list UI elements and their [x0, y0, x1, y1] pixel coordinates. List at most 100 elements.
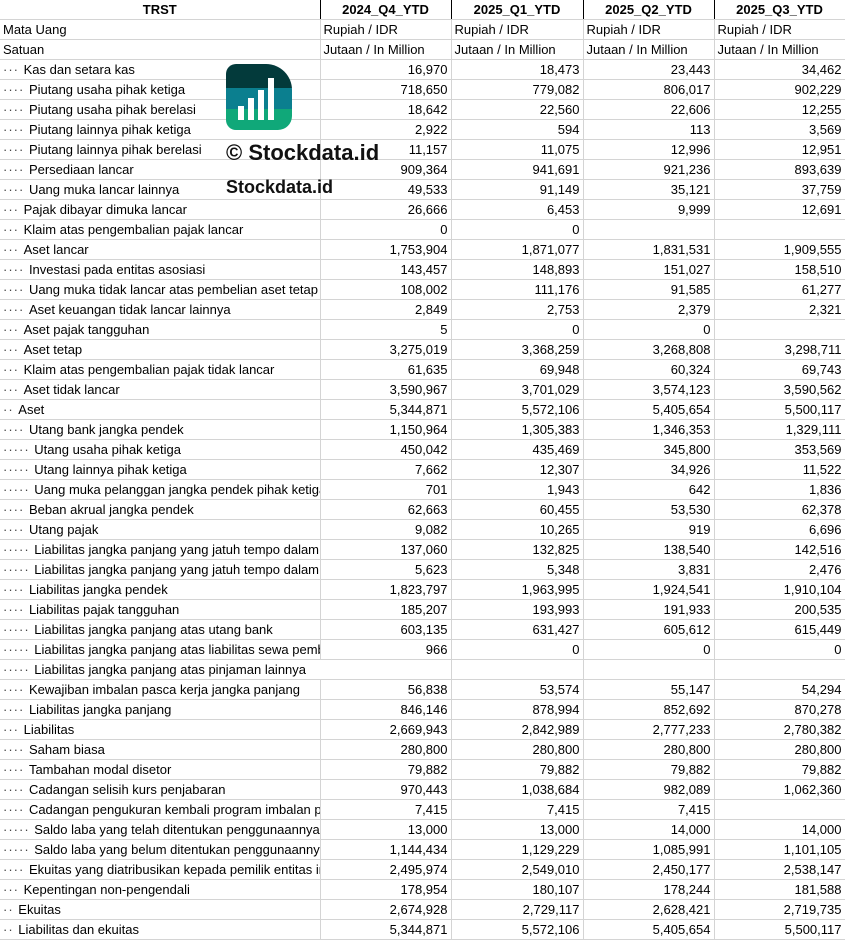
value-cell[interactable]: 1,038,684	[451, 779, 584, 800]
value-cell[interactable]: 12,996	[583, 139, 715, 160]
row-label-cell[interactable]: ····· Saldo laba yang telah ditentukan p…	[0, 819, 321, 840]
value-cell[interactable]: 61,635	[320, 359, 452, 380]
value-cell[interactable]: 2,922	[320, 119, 452, 140]
value-cell[interactable]: 919	[583, 519, 715, 540]
value-cell[interactable]: 185,207	[320, 599, 452, 620]
value-cell[interactable]: 2,549,010	[451, 859, 584, 880]
value-cell[interactable]: 18,473	[451, 59, 584, 80]
value-cell[interactable]: 60,324	[583, 359, 715, 380]
row-label-cell[interactable]: ··· Aset pajak tangguhan	[0, 319, 321, 340]
value-cell[interactable]: 11,157	[320, 139, 452, 160]
row-label-cell[interactable]: ···· Piutang lainnya pihak ketiga	[0, 119, 321, 140]
value-cell[interactable]: 35,121	[583, 179, 715, 200]
value-cell[interactable]: 34,462	[714, 59, 845, 80]
value-cell[interactable]: 11,522	[714, 459, 845, 480]
value-cell[interactable]: 178,954	[320, 879, 452, 900]
value-cell[interactable]: 893,639	[714, 159, 845, 180]
value-cell[interactable]: 3,268,808	[583, 339, 715, 360]
value-cell[interactable]: 1,150,964	[320, 419, 452, 440]
value-cell[interactable]	[714, 659, 845, 680]
row-label-cell[interactable]: ····· Liabilitas jangka panjang yang jat…	[0, 559, 321, 580]
row-label-cell[interactable]: ···· Piutang usaha pihak berelasi	[0, 99, 321, 120]
value-cell[interactable]: 49,533	[320, 179, 452, 200]
value-cell[interactable]	[583, 659, 715, 680]
value-cell[interactable]	[320, 659, 452, 680]
value-cell[interactable]: 60,455	[451, 499, 584, 520]
value-cell[interactable]: 69,948	[451, 359, 584, 380]
period-header[interactable]: 2025_Q2_YTD	[583, 0, 715, 20]
value-cell[interactable]: 603,135	[320, 619, 452, 640]
value-cell[interactable]	[451, 659, 584, 680]
value-cell[interactable]: 200,535	[714, 599, 845, 620]
value-cell[interactable]: 2,842,989	[451, 719, 584, 740]
value-cell[interactable]: 435,469	[451, 439, 584, 460]
row-label-cell[interactable]: ·· Aset	[0, 399, 321, 420]
row-label-cell[interactable]: ···· Cadangan pengukuran kembali program…	[0, 799, 321, 820]
row-label-cell[interactable]: ··· Liabilitas	[0, 719, 321, 740]
value-cell[interactable]: 54,294	[714, 679, 845, 700]
value-cell[interactable]: 9,999	[583, 199, 715, 220]
value-cell[interactable]: 870,278	[714, 699, 845, 720]
value-cell[interactable]: 7,662	[320, 459, 452, 480]
value-cell[interactable]: 642	[583, 479, 715, 500]
value-cell[interactable]: 3,368,259	[451, 339, 584, 360]
value-cell[interactable]: 2,538,147	[714, 859, 845, 880]
row-label-cell[interactable]: ···· Tambahan modal disetor	[0, 759, 321, 780]
value-cell[interactable]: 12,255	[714, 99, 845, 120]
value-cell[interactable]: 53,530	[583, 499, 715, 520]
value-cell[interactable]: 23,443	[583, 59, 715, 80]
value-cell[interactable]: 69,743	[714, 359, 845, 380]
row-label-cell[interactable]: ····· Utang lainnya pihak ketiga	[0, 459, 321, 480]
value-cell[interactable]: 1,836	[714, 479, 845, 500]
value-cell[interactable]: 2,476	[714, 559, 845, 580]
value-cell[interactable]: 1,963,995	[451, 579, 584, 600]
value-cell[interactable]: 14,000	[583, 819, 715, 840]
row-label-cell[interactable]: Mata Uang	[0, 19, 321, 40]
period-header[interactable]: 2025_Q1_YTD	[451, 0, 584, 20]
value-cell[interactable]: 1,909,555	[714, 239, 845, 260]
value-cell[interactable]: 37,759	[714, 179, 845, 200]
value-cell[interactable]: 7,415	[451, 799, 584, 820]
value-cell[interactable]: 12,307	[451, 459, 584, 480]
row-label-cell[interactable]: ··· Klaim atas pengembalian pajak tidak …	[0, 359, 321, 380]
value-cell[interactable]: 79,882	[583, 759, 715, 780]
value-cell[interactable]: 2,669,943	[320, 719, 452, 740]
value-cell[interactable]: 852,692	[583, 699, 715, 720]
value-cell[interactable]: 148,893	[451, 259, 584, 280]
value-cell[interactable]: 1,305,383	[451, 419, 584, 440]
value-cell[interactable]: 353,569	[714, 439, 845, 460]
row-label-cell[interactable]: ···· Uang muka tidak lancar atas pembeli…	[0, 279, 321, 300]
value-cell[interactable]: 2,753	[451, 299, 584, 320]
value-cell[interactable]: 61,277	[714, 279, 845, 300]
value-cell[interactable]: 605,612	[583, 619, 715, 640]
row-label-cell[interactable]: ···· Liabilitas pajak tangguhan	[0, 599, 321, 620]
value-cell[interactable]: 180,107	[451, 879, 584, 900]
value-cell[interactable]: 615,449	[714, 619, 845, 640]
value-cell[interactable]: 1,871,077	[451, 239, 584, 260]
value-cell[interactable]: 2,495,974	[320, 859, 452, 880]
value-cell[interactable]: 13,000	[451, 819, 584, 840]
value-cell[interactable]: 970,443	[320, 779, 452, 800]
value-cell[interactable]: 0	[451, 639, 584, 660]
value-cell[interactable]: 22,560	[451, 99, 584, 120]
value-cell[interactable]: 846,146	[320, 699, 452, 720]
value-cell[interactable]: 2,777,233	[583, 719, 715, 740]
row-label-cell[interactable]: ····· Utang usaha pihak ketiga	[0, 439, 321, 460]
row-label-cell[interactable]: ····· Liabilitas jangka panjang atas uta…	[0, 619, 321, 640]
value-cell[interactable]: 55,147	[583, 679, 715, 700]
row-label-cell[interactable]: ····· Liabilitas jangka panjang atas pin…	[0, 659, 320, 680]
value-cell[interactable]: 5,344,871	[320, 399, 452, 420]
value-cell[interactable]: 10,265	[451, 519, 584, 540]
row-label-cell[interactable]: ···· Utang pajak	[0, 519, 321, 540]
value-cell[interactable]: 193,993	[451, 599, 584, 620]
value-cell[interactable]: 345,800	[583, 439, 715, 460]
value-cell[interactable]: 0	[583, 639, 715, 660]
value-cell[interactable]: 79,882	[714, 759, 845, 780]
value-cell[interactable]	[714, 799, 845, 820]
value-cell[interactable]: 142,516	[714, 539, 845, 560]
value-cell[interactable]: 3,590,967	[320, 379, 452, 400]
value-cell[interactable]: 9,082	[320, 519, 452, 540]
value-cell[interactable]: 631,427	[451, 619, 584, 640]
meta-value-cell[interactable]: Jutaan / In Million	[583, 39, 715, 60]
value-cell[interactable]: 26,666	[320, 199, 452, 220]
